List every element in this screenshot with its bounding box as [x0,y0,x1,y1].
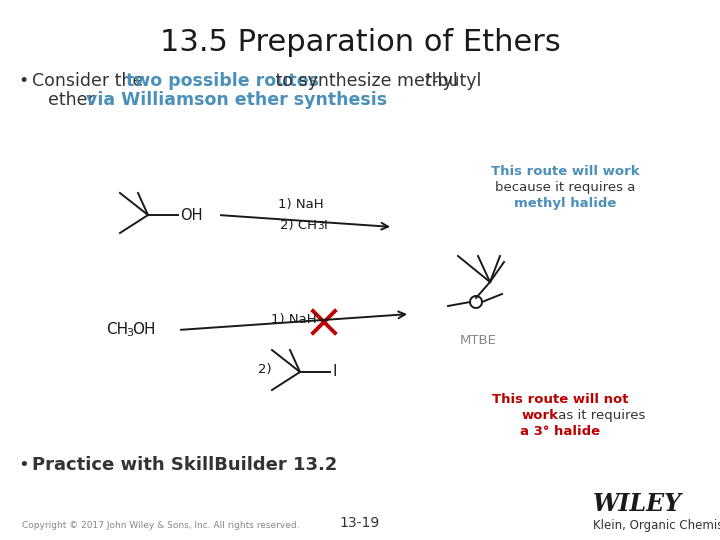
Text: •: • [18,72,28,90]
Text: 3: 3 [318,221,324,231]
Text: CH: CH [106,322,128,338]
Text: I: I [332,364,336,380]
Text: 3: 3 [126,328,133,338]
Text: Practice with SkillBuilder 13.2: Practice with SkillBuilder 13.2 [32,456,338,474]
Text: a 3° halide: a 3° halide [520,425,600,438]
Text: 13-19: 13-19 [340,516,380,530]
Text: 13.5 Preparation of Ethers: 13.5 Preparation of Ethers [160,28,560,57]
Text: MTBE: MTBE [460,334,497,347]
Text: because it requires a: because it requires a [495,181,635,194]
Text: -butyl: -butyl [431,72,482,90]
Text: t: t [425,72,432,90]
Text: ether: ether [48,91,100,109]
Text: This route will not: This route will not [492,393,629,406]
Text: work: work [522,409,559,422]
Text: as it requires: as it requires [554,409,645,422]
Text: OH: OH [132,322,156,338]
Text: two possible routes: two possible routes [126,72,319,90]
Text: Klein, Organic Chemistry 3e: Klein, Organic Chemistry 3e [593,519,720,532]
Text: OH: OH [180,207,202,222]
Text: methyl halide: methyl halide [514,197,616,210]
Text: 2): 2) [258,363,271,376]
Text: via Williamson ether synthesis: via Williamson ether synthesis [86,91,387,109]
Text: Consider the: Consider the [32,72,149,90]
Text: •: • [18,456,29,474]
Text: 1) NaH: 1) NaH [278,198,323,211]
Text: 2) CH: 2) CH [281,219,318,232]
Text: WILEY: WILEY [593,492,682,516]
Text: I: I [323,219,328,232]
Text: Copyright © 2017 John Wiley & Sons, Inc. All rights reserved.: Copyright © 2017 John Wiley & Sons, Inc.… [22,521,300,530]
Text: This route will work: This route will work [491,165,639,178]
Text: to synthesize methyl: to synthesize methyl [270,72,463,90]
Text: 1) NaH: 1) NaH [271,313,317,326]
